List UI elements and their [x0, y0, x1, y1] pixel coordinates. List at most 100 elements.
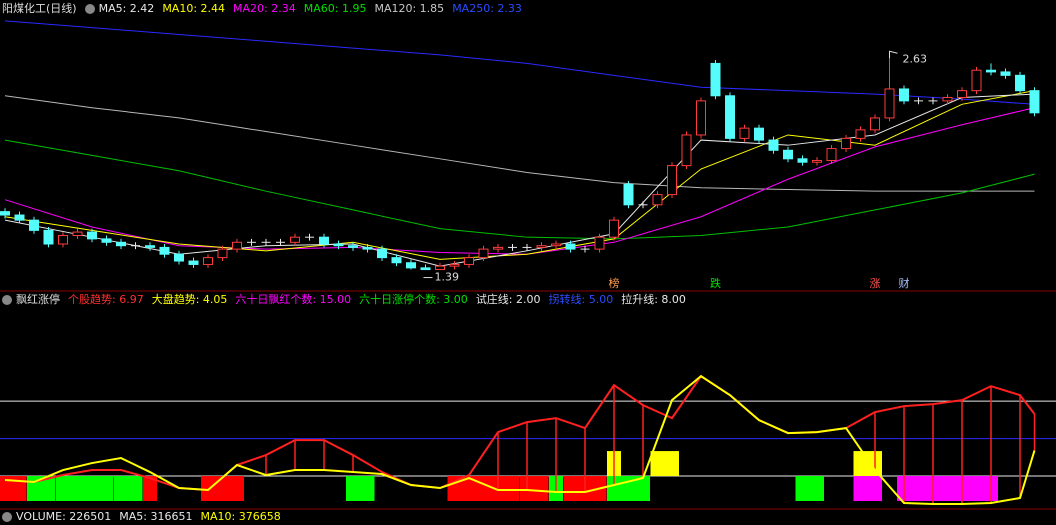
candle-body	[232, 241, 242, 250]
candle-body	[841, 137, 851, 150]
signal-block	[56, 476, 114, 502]
indicator-header: 飘红涨停 个股趋势: 6.97 大盘趋势: 4.05 六十日飘红个数: 15.00 六…	[2, 292, 694, 308]
candle-body	[725, 95, 735, 139]
signal-block	[114, 476, 143, 502]
candle-body	[406, 262, 416, 269]
candle-body	[783, 149, 793, 160]
ma-line	[4, 107, 1035, 255]
candle-body	[188, 260, 199, 265]
candle-body	[290, 236, 300, 243]
candle-body	[174, 253, 184, 262]
header-item: 六十日飘红个数: 15.00	[235, 293, 352, 306]
candle-body	[43, 229, 54, 245]
ma-line	[4, 93, 1035, 267]
signal-block	[201, 476, 244, 502]
annotation-label: 1.39	[435, 271, 460, 284]
candle-body	[493, 246, 503, 250]
candle-body	[986, 69, 996, 73]
candle-body	[58, 234, 68, 245]
candle-body	[754, 127, 764, 141]
candle-body	[203, 257, 213, 265]
candle-body	[1015, 74, 1025, 92]
candle-body	[333, 243, 344, 247]
candle-body	[710, 62, 721, 97]
signal-block	[143, 476, 157, 502]
ma-line	[4, 90, 1035, 260]
candle-body	[348, 245, 358, 248]
header-item: MA5: 2.42	[98, 2, 155, 15]
candle-body	[217, 248, 228, 259]
signal-block	[650, 451, 679, 477]
header-item: 试庄线: 2.00	[475, 293, 541, 306]
candle-body	[1029, 90, 1040, 114]
candle-body	[768, 139, 779, 151]
candle-body	[594, 236, 605, 250]
header-item: MA60: 1.95	[303, 2, 367, 15]
header-item: MA5: 316651	[119, 510, 193, 523]
header-item: 拐转线: 5.00	[548, 293, 614, 306]
candle-body	[565, 243, 576, 250]
candle-body	[696, 100, 706, 136]
signal-marker: 榜	[609, 276, 620, 290]
candle-body	[957, 90, 967, 98]
candle-body	[420, 267, 431, 271]
candle-body	[72, 231, 83, 236]
price-header: 阳煤化工(日线) MA5: 2.42 MA10: 2.44 MA20: 2.34 MA…	[2, 1, 530, 17]
candle-body	[464, 257, 474, 265]
candle-body	[681, 134, 692, 167]
candle-body	[435, 265, 445, 271]
candle-body	[87, 231, 97, 240]
indicator-title: 飘红涨停	[16, 293, 60, 306]
signal-marker: 涨	[870, 277, 881, 290]
candle-body	[623, 183, 634, 206]
candle-body	[971, 69, 982, 92]
candle-body	[536, 245, 547, 248]
candle-body	[14, 214, 25, 221]
candle-body	[449, 263, 460, 267]
signal-block	[795, 476, 824, 502]
header-item: 六十日涨停个数: 3.00	[359, 293, 468, 306]
candle-body	[478, 248, 489, 259]
volume-header: VOLUME: 226501 MA5: 316651 MA10: 376658	[2, 509, 289, 525]
candle-body	[116, 241, 126, 247]
candle-body	[739, 127, 750, 139]
signal-block	[897, 476, 998, 502]
header-icon	[2, 512, 12, 522]
header-item: MA120: 1.85	[374, 2, 445, 15]
header-item: 个股趋势: 6.97	[68, 293, 144, 306]
candle-body	[362, 246, 373, 250]
header-item: MA20: 2.34	[233, 2, 296, 15]
candle-body	[391, 257, 402, 264]
trend-line	[4, 374, 1036, 506]
stock-title: 阳煤化工(日线)	[2, 2, 77, 15]
header-item: VOLUME: 226501	[16, 510, 112, 523]
annotation-pointer	[889, 50, 898, 59]
candle-body	[855, 129, 866, 139]
candle-body	[812, 160, 822, 163]
signal-block	[346, 476, 375, 502]
header-item: MA10: 376658	[200, 510, 281, 523]
candle-body	[652, 194, 663, 206]
candle-body	[377, 248, 387, 259]
candle-body	[826, 148, 837, 162]
candle-body	[319, 236, 329, 245]
candle-body	[1000, 71, 1011, 76]
header-icon	[84, 4, 95, 14]
candle-body	[145, 245, 155, 248]
candle-body	[797, 158, 808, 163]
ma-line	[4, 95, 1035, 192]
candle-body	[884, 88, 895, 119]
candle-body	[667, 165, 677, 196]
candle-body	[870, 117, 880, 131]
candle-body	[551, 243, 561, 247]
candle-body	[29, 219, 39, 231]
candle-body	[159, 246, 170, 255]
candle-body	[942, 96, 953, 102]
signal-block	[520, 476, 549, 502]
header-item: 拉升线: 8.00	[621, 293, 686, 306]
signal-marker: 跌	[710, 276, 721, 290]
header-item: 大盘趋势: 4.05	[151, 293, 228, 306]
signal-block	[853, 476, 882, 502]
